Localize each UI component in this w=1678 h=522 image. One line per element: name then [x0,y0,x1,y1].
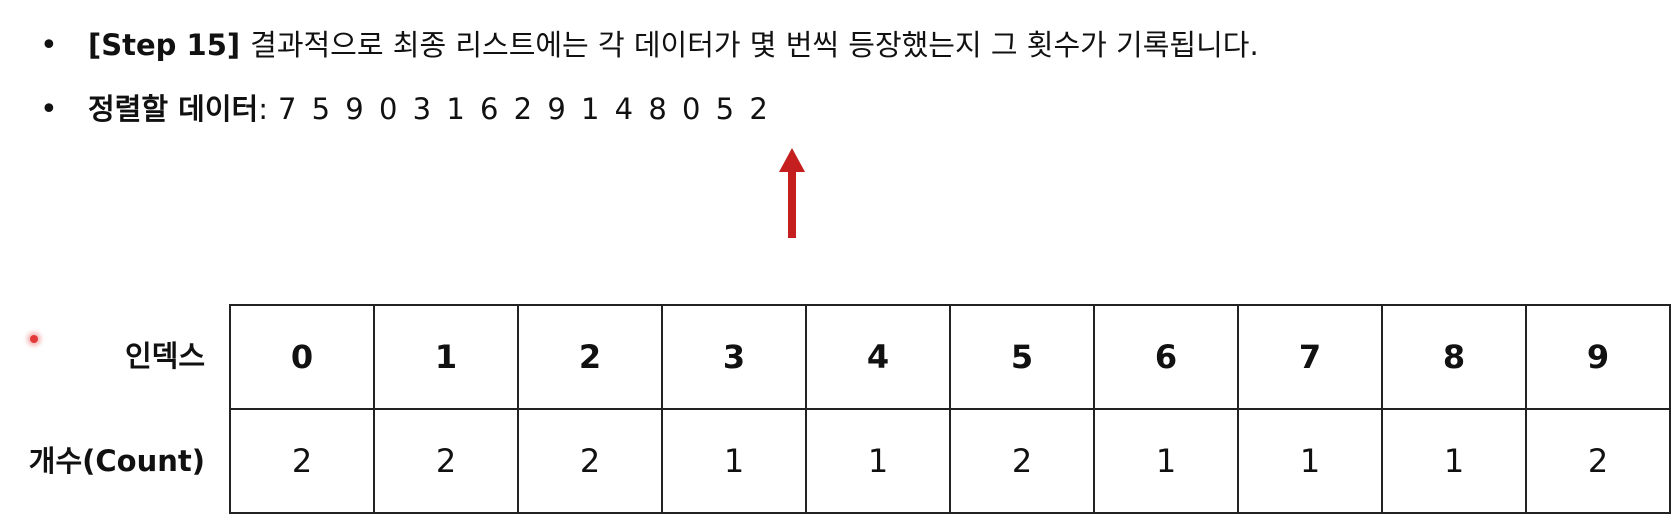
index-cell: 0 [229,304,375,410]
up-arrow-icon [779,148,805,238]
step-description: 결과적으로 최종 리스트에는 각 데이터가 몇 번씩 등장했는지 그 횟수가 기… [250,28,1259,62]
count-cell: 2 [517,408,663,514]
step-bullet: • [Step 15] 결과적으로 최종 리스트에는 각 데이터가 몇 번씩 등… [40,22,1259,64]
step-label: [Step 15] [88,28,241,62]
count-cell: 2 [229,408,375,514]
bullet-icon: • [40,92,58,127]
count-cell: 1 [1381,408,1527,514]
data-separator: : [258,92,268,126]
count-table: 0 1 2 3 4 5 6 7 8 9 2 2 2 1 1 2 1 1 1 2 [229,304,1671,514]
data-label: 정렬할 데이터 [88,92,259,126]
index-cell: 7 [1237,304,1383,410]
count-cell: 2 [1525,408,1671,514]
count-cell: 2 [373,408,519,514]
bullet-icon: • [40,28,58,63]
index-cell: 3 [661,304,807,410]
index-cell: 4 [805,304,951,410]
index-row-label: 인덱스 [124,339,205,373]
index-cell: 9 [1525,304,1671,410]
index-cell: 1 [373,304,519,410]
index-cell: 5 [949,304,1095,410]
index-cell: 6 [1093,304,1239,410]
count-cell: 1 [805,408,951,514]
count-cell: 1 [1093,408,1239,514]
data-sequence: 7 5 9 0 3 1 6 2 9 1 4 8 0 5 2 [277,92,771,126]
count-cell: 2 [949,408,1095,514]
pointer-dot [30,335,38,343]
index-cell: 8 [1381,304,1527,410]
count-row-label: 개수(Count) [28,444,205,478]
index-row: 0 1 2 3 4 5 6 7 8 9 [229,304,1671,410]
index-cell: 2 [517,304,663,410]
count-row: 2 2 2 1 1 2 1 1 1 2 [229,408,1671,514]
data-bullet: • 정렬할 데이터 : 7 5 9 0 3 1 6 2 9 1 4 8 0 5 … [40,86,771,128]
count-cell: 1 [1237,408,1383,514]
count-cell: 1 [661,408,807,514]
